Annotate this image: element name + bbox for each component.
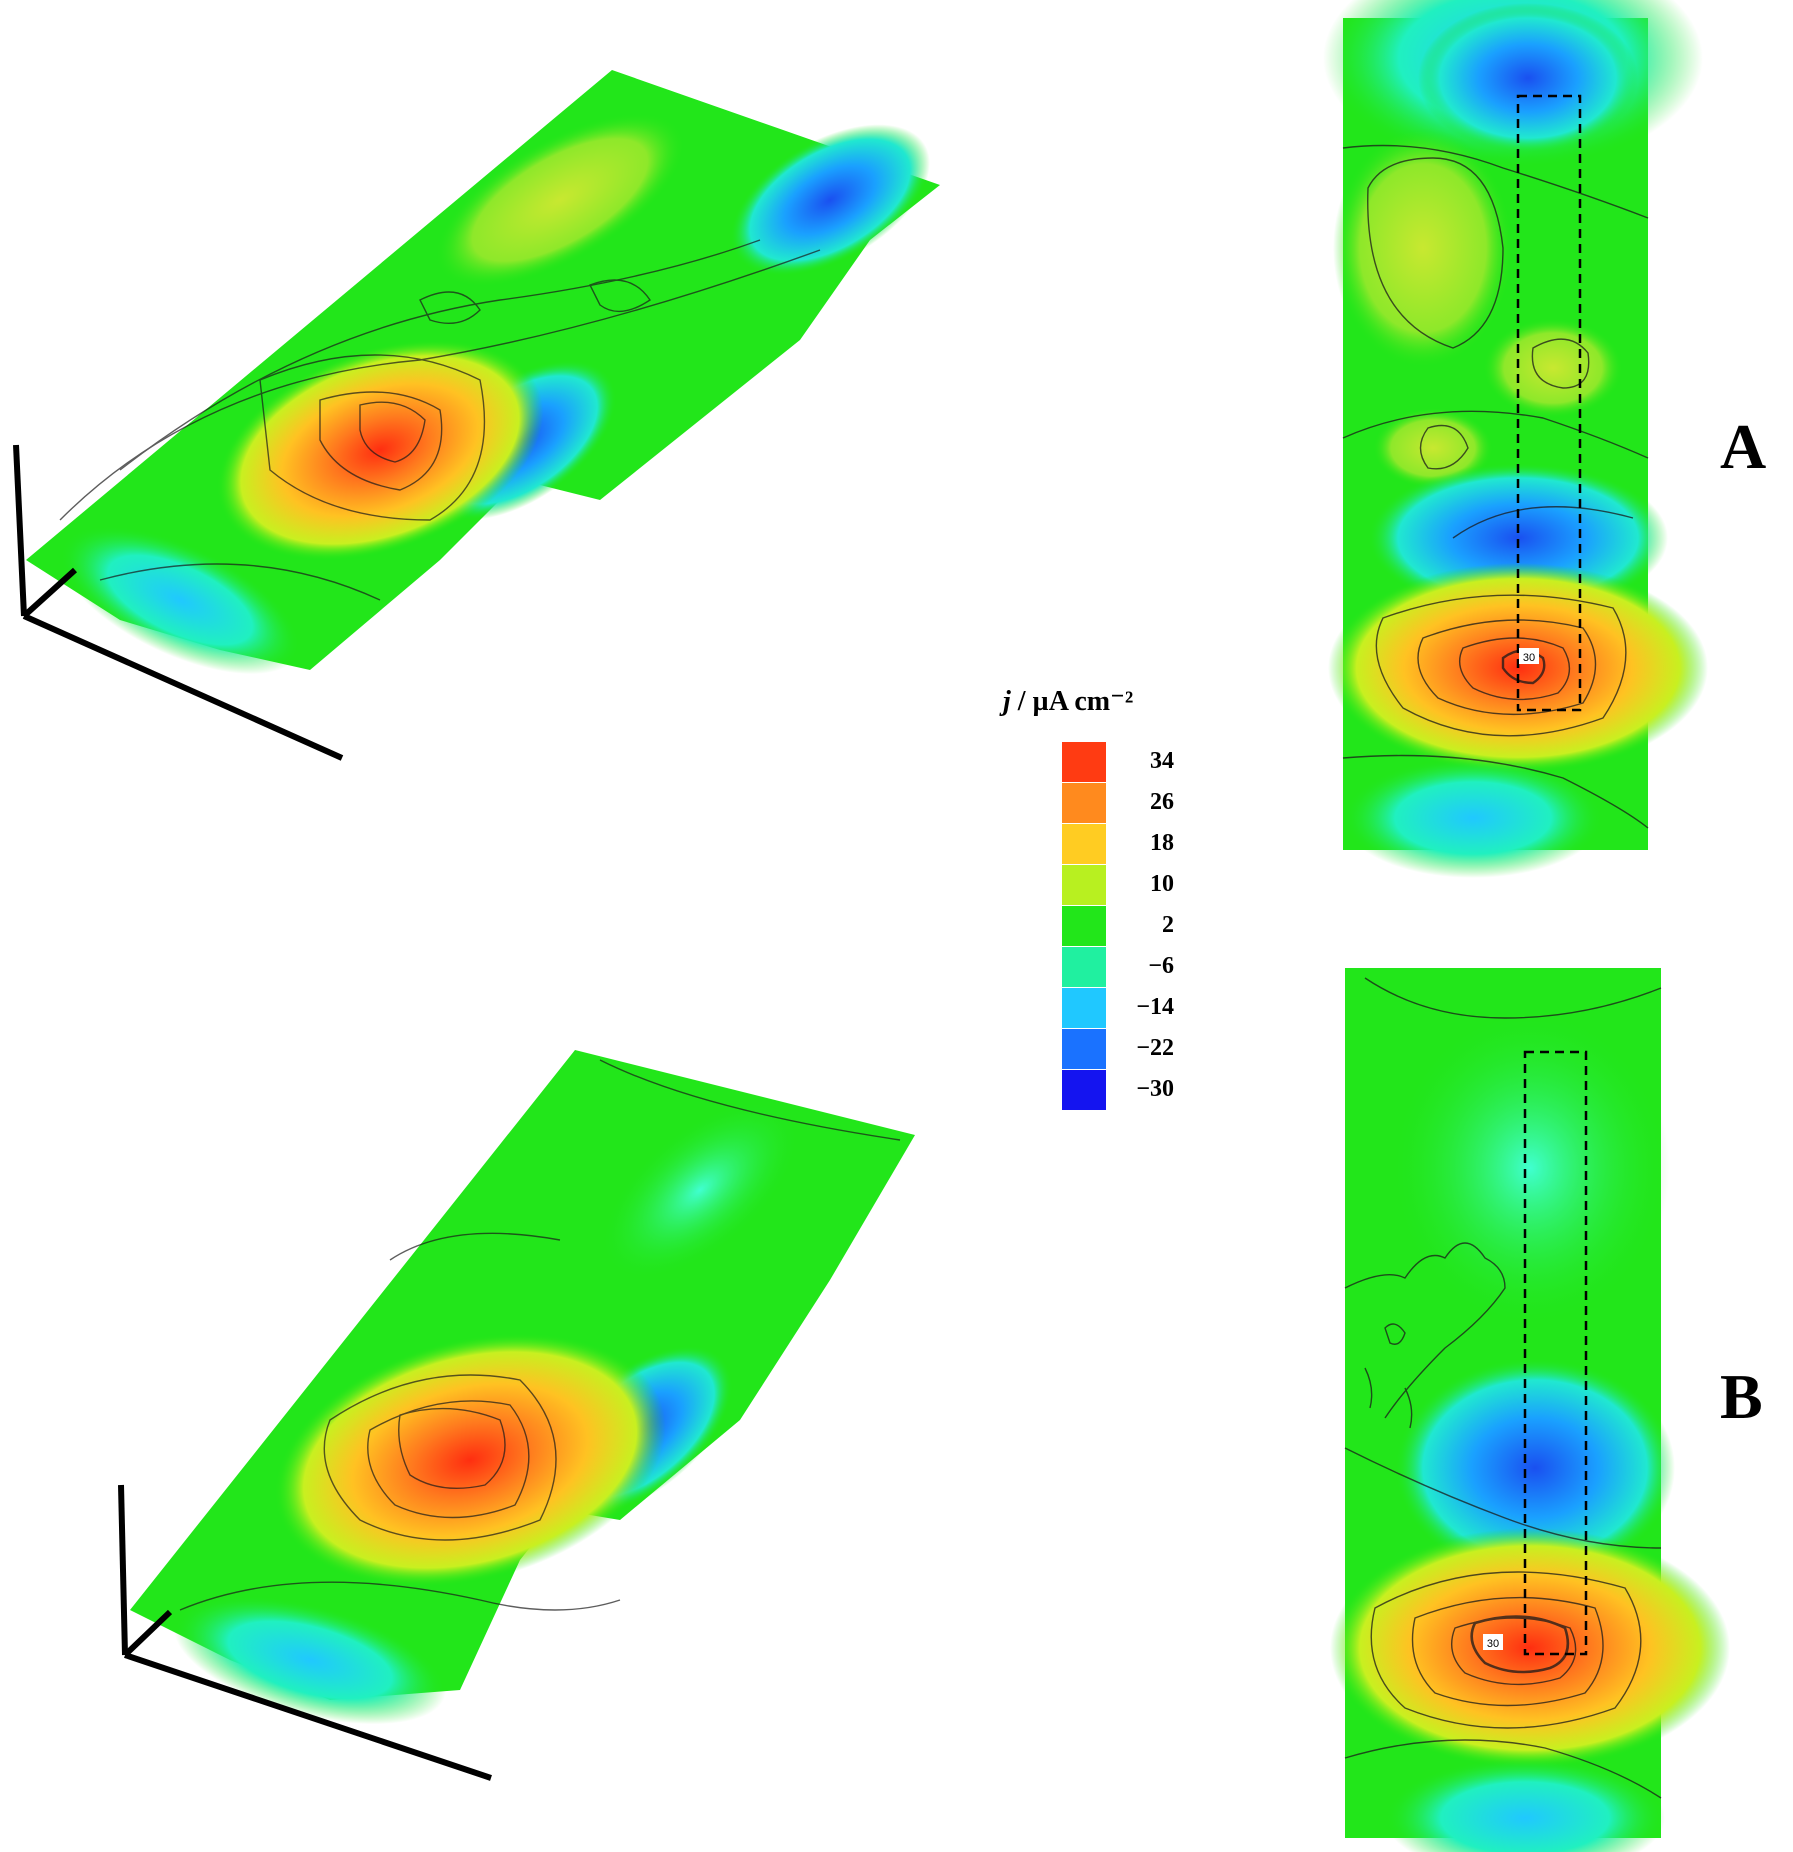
map-b-upper-pale xyxy=(1390,1008,1670,1328)
colorbar-title-unit: / µA cm⁻² xyxy=(1010,686,1134,717)
colorbar-title: j / µA cm⁻² xyxy=(1003,684,1133,718)
colorbar-swatch xyxy=(1062,824,1106,864)
panel-label-b: B xyxy=(1720,1361,1763,1432)
surface-a-axes xyxy=(13,444,344,761)
map-b-bottom-cyan xyxy=(1385,1758,1665,1852)
map-b-contour-badge: 30 xyxy=(1487,1638,1499,1650)
map-a-contours xyxy=(1342,144,1649,829)
map-a-yellow-2 xyxy=(1483,318,1623,418)
colorbar-label: 2 xyxy=(1162,912,1174,938)
colorbar-label: 10 xyxy=(1150,871,1174,897)
map-b-contours xyxy=(1344,977,1662,1799)
colorbar-label: −6 xyxy=(1148,953,1174,979)
map-a-contour-badge: 30 xyxy=(1523,652,1535,664)
map-b-contour-badge-bg xyxy=(1483,1634,1503,1650)
surface-a-cyan-zone xyxy=(59,525,301,675)
colorbar-label: −14 xyxy=(1136,994,1174,1020)
colorbar-label: 18 xyxy=(1150,830,1174,856)
map-a-bottom-cyan xyxy=(1343,758,1603,878)
map-b-scan-line-box xyxy=(1523,1050,1588,1656)
surface-b-pale-zone xyxy=(600,1100,800,1280)
surface-a-anodic-peak xyxy=(216,339,544,561)
panel-b-3d-surface xyxy=(118,1050,915,1781)
map-b-anodic-peak xyxy=(1330,1528,1730,1768)
surface-a-yellow-zone xyxy=(435,112,685,288)
colorbar-swatch xyxy=(1062,742,1106,782)
surface-b-contours xyxy=(179,1059,901,1611)
panel-label-a: A xyxy=(1720,411,1767,482)
surface-a-contours xyxy=(59,239,821,601)
colorbar-swatch xyxy=(1062,947,1106,987)
colorbar-swatch xyxy=(1062,783,1106,823)
colorbar-label: 34 xyxy=(1150,748,1174,774)
map-a-yellow-3 xyxy=(1373,408,1493,488)
map-a-scan-line-box xyxy=(1516,94,1582,712)
colorbar-swatch xyxy=(1062,865,1106,905)
colorbar-swatch xyxy=(1062,1070,1106,1110)
colorbar-swatch xyxy=(1062,906,1106,946)
colorbar-swatch xyxy=(1062,1029,1106,1069)
colorbar-swatch xyxy=(1062,988,1106,1028)
panel-b-2d-map: 30 xyxy=(1330,968,1730,1852)
colorbar-title-symbol: j xyxy=(1003,686,1011,717)
map-a-top-blue xyxy=(1418,3,1638,153)
colorbar-label: 26 xyxy=(1150,789,1174,815)
map-b-blue-pit xyxy=(1395,1358,1675,1578)
colorbar-label: −30 xyxy=(1136,1076,1174,1102)
panel-a-3d-surface xyxy=(13,70,940,761)
map-a-yellow-1 xyxy=(1333,128,1513,368)
surface-a-cathodic-pit-1 xyxy=(730,124,930,276)
map-a-contour-badge-bg xyxy=(1519,648,1539,664)
surface-b-axes xyxy=(118,1484,492,1781)
colorbar-label: −22 xyxy=(1136,1035,1174,1061)
panel-a-2d-map: 30 xyxy=(1323,0,1708,878)
